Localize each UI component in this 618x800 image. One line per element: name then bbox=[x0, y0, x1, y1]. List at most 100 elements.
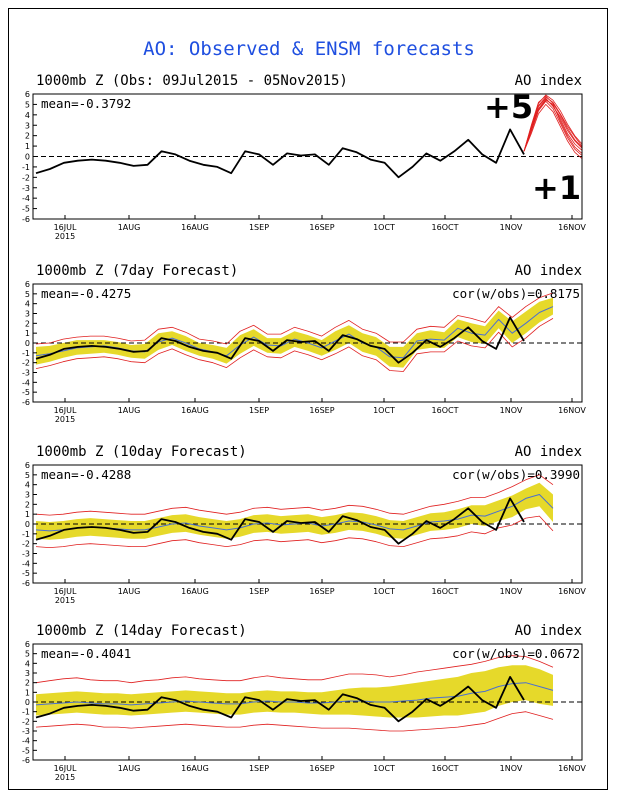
y-tick-label: -2 bbox=[22, 173, 30, 182]
annotation-plus-five: +5 bbox=[484, 88, 533, 126]
y-tick-label: -3 bbox=[22, 727, 30, 736]
y-tick-label: 3 bbox=[25, 121, 30, 130]
y-tick-label: 6 bbox=[25, 90, 30, 99]
x-tick-label: 16JUL bbox=[54, 223, 77, 232]
y-tick-label: -2 bbox=[22, 540, 30, 549]
y-tick-label: 2 bbox=[25, 500, 30, 509]
y-tick-label: -4 bbox=[22, 194, 30, 203]
y-tick-label: -1 bbox=[22, 708, 30, 717]
x-tick-label: 16OCT bbox=[432, 223, 459, 232]
y-tick-label: 5 bbox=[25, 290, 30, 299]
y-tick-label: -2 bbox=[22, 359, 30, 368]
spread-band bbox=[36, 482, 553, 540]
x-tick-label: 16SEP bbox=[309, 223, 334, 232]
ensemble-member-line bbox=[523, 99, 583, 154]
y-tick-label: 5 bbox=[25, 100, 30, 109]
x-tick-label: 16JUL bbox=[54, 406, 77, 415]
y-tick-label: -4 bbox=[22, 378, 30, 387]
y-tick-label: 0 bbox=[25, 698, 30, 707]
x-tick-label: 1SEP bbox=[249, 406, 269, 415]
y-tick-label: 0 bbox=[25, 153, 30, 162]
x-tick-label: 1OCT bbox=[373, 223, 395, 232]
panel-3: 1000mb Z (10day Forecast) AO index 6543210… bbox=[22, 444, 586, 605]
x-tick-label: 1NOV bbox=[500, 406, 523, 415]
y-tick-label: 4 bbox=[25, 111, 30, 120]
observed-line bbox=[35, 128, 525, 179]
x-tick-label: 16OCT bbox=[432, 764, 459, 773]
observed-line bbox=[35, 316, 525, 364]
x-tick-label: 1SEP bbox=[249, 223, 269, 232]
y-tick-label: -6 bbox=[22, 579, 30, 588]
y-tick-label: 3 bbox=[25, 310, 30, 319]
y-tick-label: -3 bbox=[22, 369, 30, 378]
y-tick-label: 1 bbox=[25, 510, 30, 519]
y-tick-label: 4 bbox=[25, 659, 30, 668]
y-tick-label: -1 bbox=[22, 163, 30, 172]
x-tick-label: 16OCT bbox=[432, 406, 459, 415]
y-tick-label: -3 bbox=[22, 184, 30, 193]
x-tick-label: 16JUL bbox=[54, 587, 77, 596]
y-tick-label: -4 bbox=[22, 559, 30, 568]
x-tick-label: 1AUG bbox=[118, 406, 141, 415]
x-tick-label: 16NOV bbox=[558, 406, 586, 415]
y-tick-label: 2 bbox=[25, 319, 30, 328]
y-tick-label: -1 bbox=[22, 530, 30, 539]
y-tick-label: -3 bbox=[22, 550, 30, 559]
x-tick-label: 16JUL bbox=[54, 764, 77, 773]
x-tick-label: 16AUG bbox=[181, 764, 209, 773]
y-tick-label: -4 bbox=[22, 737, 30, 746]
correlation-stat: cor(w/obs)=0.8175 bbox=[452, 286, 580, 301]
y-tick-label: 1 bbox=[25, 688, 30, 697]
ensemble-mean-line bbox=[35, 494, 554, 532]
x-tick-label: 1OCT bbox=[373, 406, 395, 415]
x-tick-label: 1AUG bbox=[118, 764, 141, 773]
observed-line bbox=[35, 676, 525, 723]
x-tick-label: 16NOV bbox=[558, 223, 586, 232]
y-tick-label: -5 bbox=[22, 569, 30, 578]
correlation-stat: cor(w/obs)=0.0672 bbox=[452, 646, 580, 661]
panel-1: 1000mb Z (Obs: 09Jul2015 - 05Nov2015) AO … bbox=[22, 73, 586, 241]
y-tick-label: 0 bbox=[25, 339, 30, 348]
y-tick-label: 5 bbox=[25, 650, 30, 659]
y-tick-label: -5 bbox=[22, 205, 30, 214]
ensemble-member-line bbox=[523, 97, 583, 152]
mean-stat: mean=-0.4041 bbox=[41, 646, 131, 661]
y-tick-label: -6 bbox=[22, 215, 30, 224]
x-tick-label: 1OCT bbox=[373, 587, 395, 596]
mean-stat: mean=-0.4288 bbox=[41, 467, 131, 482]
y-tick-label: 6 bbox=[25, 280, 30, 289]
x-tick-label: 1NOV bbox=[500, 587, 523, 596]
right-label: AO index bbox=[515, 444, 582, 460]
y-tick-label: 6 bbox=[25, 461, 30, 470]
y-tick-label: 4 bbox=[25, 300, 30, 309]
lower-bound-line bbox=[35, 711, 554, 732]
right-label: AO index bbox=[515, 73, 582, 89]
x-tick-label: 1SEP bbox=[249, 587, 269, 596]
upper-bound-line bbox=[35, 474, 554, 516]
x-tick-label: 1SEP bbox=[249, 764, 269, 773]
x-tick-label: 1AUG bbox=[118, 223, 141, 232]
chart-frame bbox=[8, 8, 608, 790]
mean-stat: mean=-0.4275 bbox=[41, 286, 131, 301]
y-tick-label: 1 bbox=[25, 329, 30, 338]
x-tick-label: 16AUG bbox=[181, 587, 209, 596]
correlation-stat: cor(w/obs)=0.3990 bbox=[452, 467, 580, 482]
panel-title: 1000mb Z (Obs: 09Jul2015 - 05Nov2015) bbox=[36, 73, 348, 89]
x-tick-label: 16NOV bbox=[558, 764, 586, 773]
x-tick-label: 1NOV bbox=[500, 223, 523, 232]
y-tick-label: -6 bbox=[22, 398, 30, 407]
y-tick-label: 5 bbox=[25, 471, 30, 480]
x-year-label: 2015 bbox=[55, 773, 75, 782]
panel-2: 1000mb Z (7day Forecast) AO index6543210-… bbox=[22, 263, 586, 424]
main-title: AO: Observed & ENSM forecasts bbox=[143, 38, 475, 60]
y-tick-label: 6 bbox=[25, 640, 30, 649]
x-tick-label: 1NOV bbox=[500, 764, 523, 773]
lower-bound-line bbox=[35, 318, 554, 372]
x-tick-label: 16AUG bbox=[181, 223, 209, 232]
x-tick-label: 16SEP bbox=[309, 406, 334, 415]
spread-band bbox=[36, 297, 553, 368]
x-tick-label: 16OCT bbox=[432, 587, 459, 596]
upper-bound-line bbox=[35, 655, 554, 684]
ensemble-member-line bbox=[523, 95, 583, 152]
